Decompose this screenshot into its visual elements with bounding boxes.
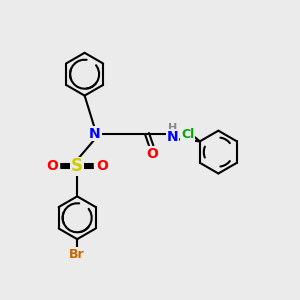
Text: O: O [146, 147, 158, 160]
Text: N: N [89, 127, 101, 141]
Text: Cl: Cl [181, 128, 194, 141]
Text: Br: Br [69, 248, 85, 261]
Text: H: H [168, 123, 177, 133]
Text: N: N [167, 130, 178, 144]
Text: S: S [71, 157, 83, 175]
Text: O: O [46, 159, 58, 173]
Text: O: O [96, 159, 108, 173]
